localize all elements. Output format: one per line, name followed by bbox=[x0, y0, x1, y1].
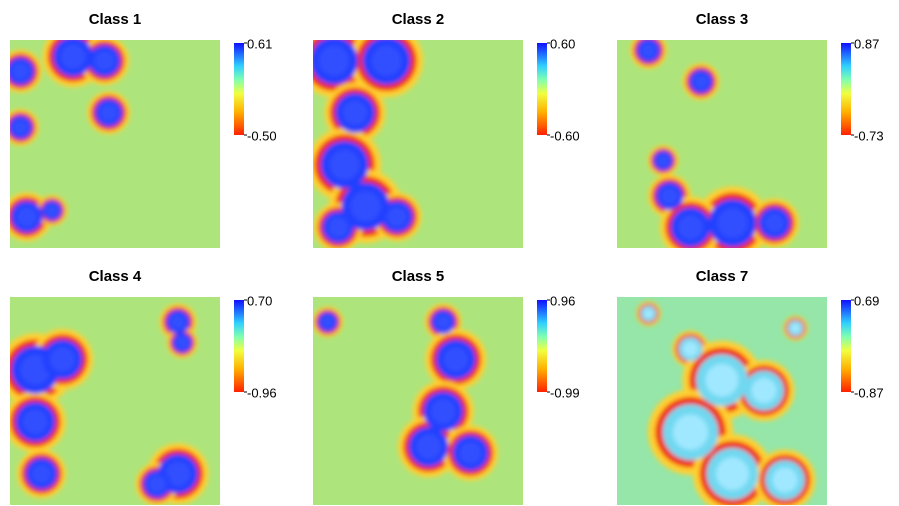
blob-center bbox=[17, 207, 37, 227]
blob-center bbox=[643, 309, 653, 319]
colorbar-tick-label: -0.87 bbox=[854, 385, 884, 400]
blob-center bbox=[459, 442, 482, 465]
blob-center bbox=[31, 464, 51, 484]
blob-center bbox=[319, 46, 349, 76]
colorbar-tick-label: -0.60 bbox=[550, 128, 580, 143]
colorbar-tick-label: 0.96 bbox=[550, 293, 575, 308]
blob-center bbox=[12, 62, 30, 80]
blob-center bbox=[350, 191, 380, 221]
colorbar-tick-label: 0.61 bbox=[247, 36, 272, 51]
panel-title: Class 5 bbox=[392, 268, 445, 285]
blob-center bbox=[657, 154, 670, 167]
colorbar-tick-label: 0.60 bbox=[550, 36, 575, 51]
blob-center bbox=[13, 120, 28, 135]
blob-center bbox=[329, 150, 359, 180]
blob-center bbox=[641, 43, 656, 58]
blob-center bbox=[170, 314, 185, 329]
panel: Class 4 -0.96 0.70 bbox=[0, 268, 277, 506]
blob-center bbox=[673, 415, 708, 450]
panel: Class 3 -0.73 0.87 bbox=[617, 11, 884, 260]
blob-center bbox=[678, 215, 703, 240]
panel: Class 1 -0.50 0.61 bbox=[0, 11, 277, 248]
blob-center bbox=[716, 457, 749, 490]
panel-title: Class 4 bbox=[89, 268, 142, 285]
blob-center bbox=[436, 314, 451, 329]
blob-center bbox=[717, 208, 747, 238]
blob-center bbox=[100, 104, 118, 122]
blob-center bbox=[176, 336, 189, 349]
blob-center bbox=[148, 475, 166, 493]
blob-center bbox=[693, 74, 708, 89]
panel-title: Class 1 bbox=[89, 11, 142, 28]
blob-center bbox=[50, 347, 75, 372]
colorbar bbox=[537, 43, 547, 135]
blob-center bbox=[23, 409, 48, 434]
colorbar-tick-label: -0.73 bbox=[854, 128, 884, 143]
blob-center bbox=[371, 46, 401, 76]
figure: Class 1 -0.50 0.61 Class 2 -0.60 0.60 Class 3 -… bbox=[0, 0, 899, 506]
colorbar-tick-label: -0.96 bbox=[247, 385, 277, 400]
blob-center bbox=[790, 323, 800, 333]
blob-center bbox=[94, 51, 114, 71]
blob-center bbox=[661, 187, 679, 205]
blob-center bbox=[683, 341, 698, 356]
blob-center bbox=[706, 364, 739, 397]
blob-center bbox=[328, 217, 348, 237]
panel: Class 5 -0.99 0.96 bbox=[312, 268, 579, 505]
colorbar-tick-label: -0.50 bbox=[247, 128, 277, 143]
blob-center bbox=[764, 213, 784, 233]
colorbar-tick-label: 0.87 bbox=[854, 36, 879, 51]
colorbar bbox=[537, 300, 547, 392]
panel: Class 2 -0.60 0.60 bbox=[297, 11, 579, 252]
blob-center bbox=[342, 100, 367, 125]
blob-center bbox=[416, 434, 441, 459]
blob-center bbox=[772, 467, 797, 492]
colorbar bbox=[841, 43, 851, 135]
blob-center bbox=[431, 399, 456, 424]
blob-center bbox=[60, 44, 85, 69]
blob-center bbox=[46, 204, 59, 217]
panel-title: Class 2 bbox=[392, 11, 445, 28]
colorbar-tick-label: 0.70 bbox=[247, 293, 272, 308]
panel: Class 7 -0.87 0.69 bbox=[617, 268, 884, 506]
colorbar-tick-label: 0.69 bbox=[854, 293, 879, 308]
colorbar bbox=[841, 300, 851, 392]
panel-title: Class 7 bbox=[696, 268, 749, 285]
blob-center bbox=[387, 207, 407, 227]
colorbar bbox=[234, 43, 244, 135]
blob-center bbox=[751, 378, 776, 403]
panel-title: Class 3 bbox=[696, 11, 749, 28]
blob-center bbox=[443, 347, 468, 372]
blob-center bbox=[321, 316, 334, 329]
colorbar bbox=[234, 300, 244, 392]
colorbar-tick-label: -0.99 bbox=[550, 385, 580, 400]
